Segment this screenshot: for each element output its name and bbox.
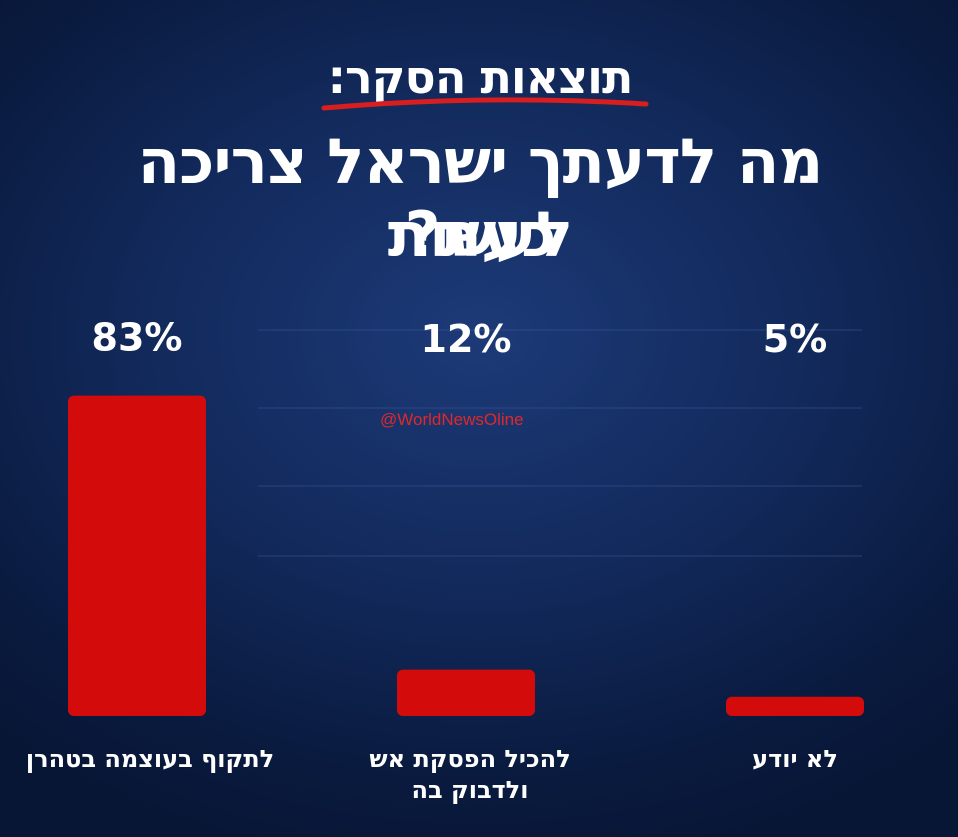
underline-stroke (321, 97, 649, 111)
bar-attack (68, 395, 206, 716)
question-title-line-2: כעת? (404, 198, 557, 271)
chart-value-labels: 83% 12% 5% (92, 316, 828, 361)
value-label-ceasefire: 12% (421, 317, 512, 361)
bar-ceasefire (397, 669, 535, 716)
category-label-dont-know: לא יודע (752, 745, 838, 773)
chart-gridlines (258, 329, 862, 557)
value-label-attack: 83% (92, 316, 183, 360)
category-label-attack: לתקוף בעוצמה בטהרן (25, 745, 275, 773)
chart-bars (68, 395, 864, 716)
question-title-line-1: מה לדעתך ישראל צריכה לעשות (137, 125, 824, 271)
bar-dont-know (726, 696, 864, 716)
survey-subtitle: תוצאות הסקר: (327, 50, 634, 104)
category-label-ceasefire: להכיל הפסקת אש ולדבוק בה (369, 745, 571, 804)
subtitle-underline (321, 97, 649, 111)
watermark-text: @WorldNewsOline (380, 410, 524, 429)
title-block: תוצאות הסקר: מה לדעתך ישראל צריכה לעשות … (0, 0, 958, 290)
value-label-dont-know: 5% (763, 317, 828, 361)
